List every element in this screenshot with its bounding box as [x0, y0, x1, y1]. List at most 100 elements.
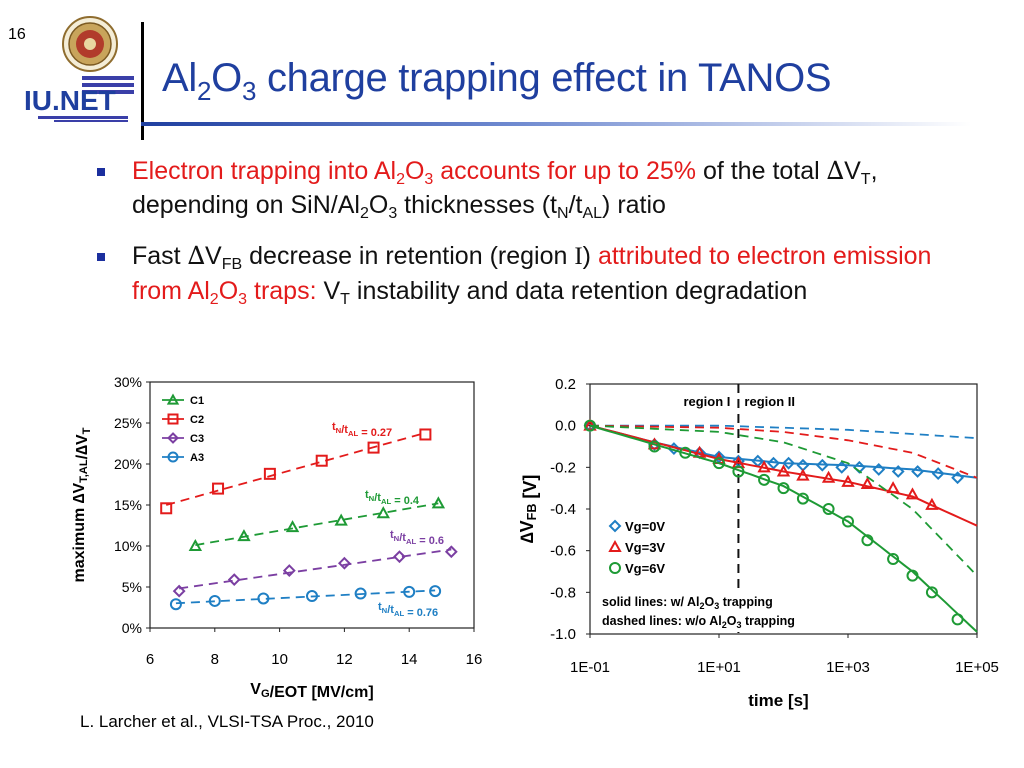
data-point-Vg=0V — [872, 463, 886, 476]
data-point-A3 — [208, 594, 221, 607]
data-point-Vg=6V — [925, 586, 938, 599]
data-point-C2 — [263, 467, 276, 480]
data-point-C1 — [334, 513, 348, 526]
x-tick-label: 1E+05 — [955, 659, 999, 676]
data-point-Vg=3V — [860, 476, 875, 489]
data-point-Vg=0V — [852, 460, 866, 474]
data-point-Vg=6V — [822, 503, 835, 515]
data-point-Vg=6V — [758, 473, 771, 486]
logo-iunet: IU.NET — [24, 16, 134, 122]
y-tick-label: 0% — [122, 620, 142, 636]
series-annotation-A3: tN/tAL = 0.76 — [378, 601, 438, 619]
legend-marker-Vg=3V — [608, 539, 622, 552]
data-point-C3 — [227, 573, 241, 587]
region-label-I: region I — [683, 394, 730, 409]
legend-marker-C1 — [166, 393, 180, 405]
logo-stripes — [38, 76, 134, 122]
university-seal-icon — [62, 16, 118, 72]
data-point-C1 — [285, 520, 300, 533]
legend-marker-A3 — [167, 451, 179, 463]
data-point-A3 — [403, 585, 416, 598]
series-annotation-C2: tN/tAL = 0.27 — [332, 421, 392, 439]
data-point-Vg=0V — [767, 456, 780, 470]
legend-marker-C3 — [167, 432, 179, 444]
title-divider-horizontal — [141, 122, 971, 126]
data-point-C2 — [367, 441, 380, 454]
data-point-Vg=0V — [815, 458, 829, 472]
y-tick-label: 0.0 — [555, 418, 576, 435]
series-annotation-C3: tN/tAL = 0.6 — [390, 529, 444, 547]
data-point-Vg=3V — [821, 470, 836, 483]
model-without-trapping-Vg=0V — [590, 424, 978, 440]
data-point-C3 — [172, 584, 186, 598]
x-tick-label: 6 — [146, 651, 154, 668]
chart-vfb-retention: 0.2 0.0 -0.2 -0.4 -0.6 -0.8 -1.0 1E-01 1E+01 1E+0… — [517, 376, 999, 710]
legend-marker-Vg=6V — [609, 562, 621, 574]
legend-label-C3: C3 — [190, 433, 204, 445]
y-tick-label: 10% — [114, 538, 142, 554]
data-point-C3 — [444, 545, 458, 559]
data-point-C2 — [315, 454, 328, 467]
data-point-Vg=3V — [776, 464, 791, 477]
data-point-C1 — [431, 496, 446, 509]
data-point-A3 — [354, 587, 367, 600]
slide-title: Al2O3 charge trapping effect in TANOS — [162, 56, 832, 106]
y-tick-label: 15% — [114, 497, 142, 513]
data-point-C3 — [337, 556, 351, 570]
notes-box — [598, 588, 838, 632]
data-point-Vg=6V — [796, 492, 809, 505]
data-point-C1 — [188, 538, 203, 551]
data-point-Vg=3V — [841, 474, 855, 487]
legend-marker-C2 — [167, 413, 179, 425]
series-annotation-C1: tN/tAL = 0.4 — [365, 489, 420, 507]
data-point-C3 — [282, 564, 296, 578]
model-with-trapping-Vg=0V — [589, 424, 978, 479]
x-tick-label: 1E+01 — [697, 659, 741, 676]
legend-label-Vg=0V: Vg=0V — [625, 519, 665, 534]
x-tick-label: 8 — [211, 651, 219, 668]
x-tick-label: 1E-01 — [570, 659, 610, 676]
x-tick-label: 14 — [401, 651, 418, 668]
data-point-A3 — [429, 585, 442, 598]
data-point-Vg=0V — [891, 465, 905, 478]
y-tick-label: 30% — [114, 374, 142, 390]
legend-label-A3: A3 — [190, 452, 204, 464]
y-tick-label: 25% — [114, 415, 142, 431]
data-point-A3 — [169, 598, 182, 611]
data-point-C2 — [212, 482, 225, 495]
trend-line-C1 — [195, 502, 439, 546]
region-label-II: region II — [744, 394, 795, 409]
bullet-2: Fast ∆VFB decrease in retention (region … — [132, 241, 932, 308]
data-point-Vg=6V — [887, 553, 900, 565]
legend-label-Vg=6V: Vg=6V — [625, 561, 665, 576]
data-point-Vg=0V — [712, 450, 726, 464]
legend-label-C2: C2 — [190, 414, 204, 426]
x-tick-label: 10 — [271, 651, 288, 668]
data-point-C2 — [419, 428, 432, 441]
note-solid-lines: solid lines: w/ Al2O3 trapping — [602, 595, 773, 611]
trend-line-A3 — [175, 589, 436, 605]
data-point-Vg=6V — [861, 534, 874, 547]
data-point-Vg=6V — [732, 465, 745, 478]
y-tick-label: -1.0 — [550, 626, 576, 643]
y-tick-label: 0.2 — [555, 376, 576, 393]
data-point-Vg=0V — [782, 456, 796, 470]
data-point-Vg=3V — [925, 497, 939, 510]
data-point-Vg=3V — [905, 487, 920, 500]
y-tick-label: -0.4 — [550, 501, 576, 518]
y-tick-label: 5% — [122, 579, 142, 595]
data-point-Vg=6V — [648, 440, 661, 453]
data-point-Vg=6V — [584, 419, 596, 432]
y-tick-label: -0.8 — [550, 584, 576, 601]
data-point-C1 — [376, 506, 390, 519]
data-point-Vg=0V — [911, 465, 925, 478]
data-point-Vg=3V — [757, 460, 771, 473]
data-point-Vg=6V — [679, 446, 692, 459]
slide-number: 16 — [8, 26, 26, 43]
legend-label-C1: C1 — [190, 395, 204, 407]
x-axis-label: time [s] — [748, 691, 808, 710]
chart-trapping-ratio: 0% 5% 10% 15% 20% 25% 30% 6 8 10 12 14 16 VG/EOT [MV/… — [71, 374, 482, 701]
bullet-marker — [97, 253, 105, 261]
data-point-Vg=3V — [886, 481, 900, 494]
y-tick-label: -0.2 — [550, 459, 576, 476]
